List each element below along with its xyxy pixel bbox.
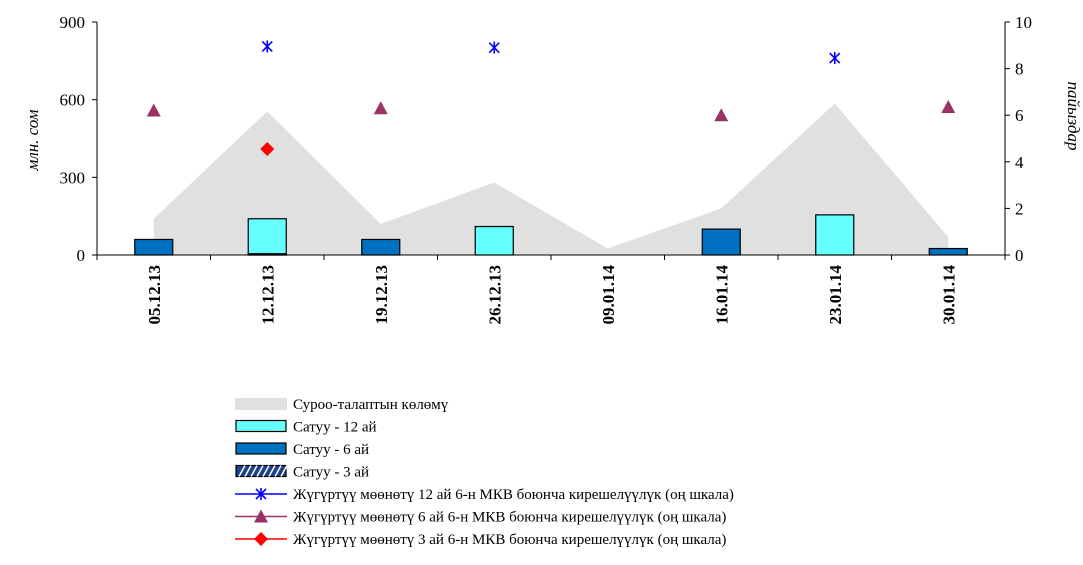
y-right-tick-label-0: 0 (1015, 246, 1024, 265)
marker-triangle-2 (373, 101, 388, 115)
legend-hatch-7 (280, 465, 288, 477)
marker-layer (146, 40, 956, 156)
y-right-tick-label-2: 4 (1015, 153, 1024, 172)
y-left-tick-label-3: 900 (60, 13, 86, 32)
x-category-label-5: 16.01.14 (712, 265, 731, 325)
legend-hatch-3 (256, 465, 264, 477)
bar-0-6 (815, 214, 855, 256)
x-category-label-6: 23.01.14 (826, 265, 845, 325)
bar-1-0 (134, 238, 174, 256)
legend-hatch-6 (274, 465, 282, 477)
legend-hatch-0 (238, 465, 246, 477)
x-category-label-1: 12.12.13 (258, 265, 277, 325)
marker-triangle-7 (941, 100, 956, 114)
marker-triangle-5 (714, 108, 729, 122)
legend-hatch-1 (244, 465, 252, 477)
y-right-tick-label-3: 6 (1015, 106, 1024, 125)
legend-label-6: Жүгүртүү мөөнөтү 3 ай 6-н МКВ боюнча кир… (293, 532, 726, 548)
y-axis-right-title: пайыздар (1064, 81, 1083, 150)
bar-layer (134, 214, 968, 256)
y-left-tick-label-2: 600 (60, 91, 86, 110)
x-category-label-7: 30.01.14 (939, 265, 958, 325)
legend-label-2: Сатуу - 6 ай (293, 442, 369, 458)
x-category-label-0: 05.12.13 (145, 265, 164, 325)
marker-diamond-1 (260, 141, 275, 156)
y-left-tick-label-1: 300 (60, 168, 86, 187)
marker-triangle-0 (146, 103, 161, 117)
bar-1-2 (361, 238, 401, 256)
y-right-tick-label-1: 2 (1015, 199, 1024, 218)
legend-marker-4 (255, 488, 267, 500)
bar-1-5 (701, 228, 741, 256)
legend-item-4: Жүгүртүү мөөнөтү 12 ай 6-н МКВ боюнча ки… (235, 487, 734, 503)
bar-1-7 (928, 247, 968, 256)
legend-label-4: Жүгүртүү мөөнөтү 12 ай 6-н МКВ боюнча ки… (293, 487, 734, 503)
y-right-tick-label-5: 10 (1015, 13, 1032, 32)
marker-star-3 (488, 41, 500, 54)
area-layer (153, 103, 949, 255)
legend-label-0: Суроо-талаптын көлөмү (293, 397, 449, 413)
legend-swatch-0 (235, 398, 287, 410)
legend-item-6: Жүгүртүү мөөнөтү 3 ай 6-н МКВ боюнча кир… (235, 532, 726, 548)
y-left-tick-label-0: 0 (77, 246, 86, 265)
legend-item-2: Сатуу - 6 ай (235, 442, 369, 458)
marker-star-1 (261, 40, 273, 53)
legend-marker-5 (254, 509, 268, 523)
legend-hatch-5 (268, 465, 276, 477)
legend-item-5: Жүгүртүү мөөнөтү 6 ай 6-н МКВ боюнча кир… (235, 509, 726, 526)
y-right-tick-label-4: 8 (1015, 60, 1024, 79)
bar-0-3 (474, 225, 514, 256)
legend-hatch-2 (250, 465, 258, 477)
x-category-label-4: 09.01.14 (599, 265, 618, 325)
legend-item-3: Сатуу - 3 ай (235, 464, 369, 481)
legend-label-1: Сатуу - 12 ай (293, 420, 377, 436)
x-category-label-3: 26.12.13 (485, 265, 504, 325)
x-category-label-2: 19.12.13 (372, 265, 391, 325)
marker-star-6 (829, 52, 841, 65)
y-axis-left-title: млн. сом (23, 109, 42, 171)
bar-0-1 (247, 218, 287, 256)
legend-swatch-1 (235, 419, 287, 433)
legend: Суроо-талаптын көлөмү Сатуу - 12 ай Сатуу … (235, 397, 734, 548)
legend-item-1: Сатуу - 12 ай (235, 419, 377, 436)
legend-marker-6 (254, 532, 268, 546)
legend-label-3: Сатуу - 3 ай (293, 465, 369, 481)
axes (92, 21, 1010, 260)
legend-item-0: Суроо-талаптын көлөмү (235, 397, 449, 413)
tick-labels: 0 300 600 900 0 2 4 6 8 10 05.12.13 12.12.13 19.12.1… (60, 13, 1033, 325)
legend-swatch-2 (235, 442, 287, 455)
legend-label-5: Жүгүртүү мөөнөтү 6 ай 6-н МКВ боюнча кир… (293, 510, 726, 526)
legend-swatch-3 (235, 464, 287, 478)
area-series-demand (153, 103, 949, 255)
legend-hatch-4 (262, 465, 270, 477)
